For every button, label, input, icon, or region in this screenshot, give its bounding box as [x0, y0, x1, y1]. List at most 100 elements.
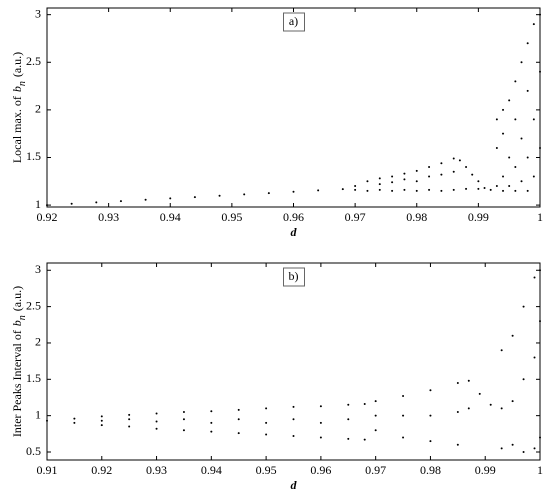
point: [354, 188, 357, 191]
point: [429, 414, 432, 417]
point: [520, 180, 523, 183]
point: [319, 405, 322, 408]
point: [539, 436, 541, 439]
point: [391, 175, 394, 178]
point: [500, 407, 503, 410]
point: [440, 173, 443, 176]
point: [354, 185, 357, 188]
point: [522, 378, 525, 381]
point: [533, 276, 536, 279]
point: [128, 418, 131, 421]
point: [374, 400, 377, 403]
point: [210, 421, 213, 424]
point: [182, 418, 185, 421]
point: [471, 173, 474, 176]
x-tick-label: 0.98: [420, 463, 441, 477]
point: [514, 118, 517, 121]
point: [508, 156, 511, 159]
point: [467, 407, 470, 410]
y-tick-label: 1.5: [26, 371, 41, 385]
point: [402, 436, 405, 439]
point: [378, 188, 381, 191]
y-axis-label-part: Inter Peaks Interval of: [10, 330, 24, 437]
point: [128, 425, 131, 428]
point: [526, 89, 529, 92]
x-tick-label: 0.96: [310, 463, 331, 477]
point: [532, 118, 535, 121]
x-tick-label: 0.97: [365, 463, 386, 477]
point: [539, 70, 541, 73]
point: [489, 188, 492, 191]
point: [539, 146, 541, 149]
point: [532, 23, 535, 26]
point: [237, 432, 240, 435]
point: [526, 156, 529, 159]
y-axis-label-part: n: [17, 81, 28, 86]
point: [347, 418, 350, 421]
point: [182, 429, 185, 432]
x-tick-label: 0.97: [345, 210, 366, 224]
point: [532, 175, 535, 178]
point: [478, 392, 481, 395]
x-tick-label: 0.99: [468, 210, 489, 224]
point: [456, 411, 459, 414]
point: [73, 421, 76, 424]
point: [237, 408, 240, 411]
y-axis-label-part: b: [10, 86, 24, 92]
point: [403, 172, 406, 175]
y-axis-label-part: (a.u.): [10, 52, 24, 77]
x-tick-label: 0.93: [146, 463, 167, 477]
point: [520, 61, 523, 64]
point: [452, 188, 455, 191]
y-tick-label: 2.5: [26, 54, 41, 68]
point: [483, 186, 486, 189]
point: [319, 436, 322, 439]
y-axis-label-part: n: [17, 315, 28, 320]
point: [402, 414, 405, 417]
point: [155, 412, 158, 415]
point: [502, 132, 505, 135]
x-tick-label: 0.98: [406, 210, 427, 224]
x-tick-label: 0.96: [283, 210, 304, 224]
y-tick-label: 2: [35, 335, 41, 349]
point: [428, 188, 431, 191]
panel: 0.91 0.92 0.93 0.94 0.95 0.96 0.97 0.98 0.99 1 0.5…: [10, 262, 543, 492]
point: [378, 177, 381, 180]
point: [374, 414, 377, 417]
x-tick-label: 0.94: [201, 463, 222, 477]
point: [402, 395, 405, 398]
point: [378, 183, 381, 186]
point: [128, 413, 131, 416]
point: [514, 189, 517, 192]
point: [502, 108, 505, 111]
point: [366, 180, 369, 183]
annotation-box: [283, 267, 305, 287]
point: [428, 175, 431, 178]
point: [100, 415, 103, 418]
point: [511, 443, 514, 446]
point: [193, 196, 196, 199]
annotation-box: [283, 12, 305, 32]
point: [458, 159, 461, 162]
point: [467, 379, 470, 382]
plot-frame: [46, 7, 541, 208]
point: [73, 417, 76, 420]
point: [500, 447, 503, 450]
point: [341, 188, 344, 191]
point: [374, 429, 377, 432]
point: [502, 189, 505, 192]
point: [169, 197, 172, 200]
point: [415, 169, 418, 172]
point: [456, 381, 459, 384]
y-tick-label: 1.5: [26, 149, 41, 163]
point: [495, 185, 498, 188]
point: [391, 189, 394, 192]
y-tick-label: 3: [35, 6, 41, 20]
point: [415, 180, 418, 183]
point: [477, 180, 480, 183]
x-tick-label: 0.93: [98, 210, 119, 224]
x-axis-label: d: [291, 225, 298, 239]
point: [237, 418, 240, 421]
point: [526, 42, 529, 45]
